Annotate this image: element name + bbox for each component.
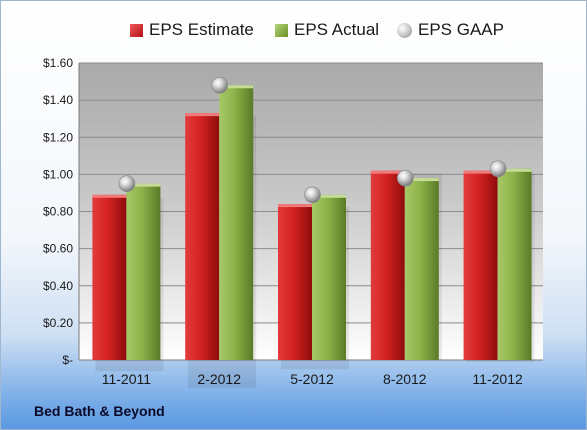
brand-label: Bed Bath & Beyond — [34, 403, 165, 419]
legend-label-actual: EPS Actual — [294, 20, 380, 39]
y-tick-label: $1.40 — [43, 93, 73, 107]
y-tick-label: $0.40 — [43, 279, 73, 293]
axes: $- $0.20 $0.40 $0.60 $0.80 $1.00 $1.20 $1.40 $1.… — [43, 56, 543, 387]
bar-estimate-top — [463, 170, 498, 174]
bar-estimate-top — [92, 194, 127, 198]
bar-actual — [219, 85, 254, 361]
legend: EPS Estimate EPS Actual EPS GAAP — [1, 17, 586, 43]
gaap-point — [211, 76, 228, 94]
y-tick-label: $0.60 — [43, 242, 73, 256]
bar-actual — [404, 178, 439, 360]
gaap-points — [118, 76, 507, 204]
gray-sphere-icon — [397, 22, 412, 38]
bar-estimate — [278, 204, 312, 360]
legend-label-gaap: EPS GAAP — [418, 20, 504, 39]
gaap-point — [489, 160, 507, 178]
x-tick-label: 8-2012 — [383, 371, 427, 387]
y-tick-label: $1.00 — [43, 167, 73, 181]
legend-label-estimate: EPS Estimate — [149, 20, 254, 39]
legend-item-gaap: EPS GAAP — [397, 17, 504, 43]
bar-actual-top — [126, 183, 161, 187]
y-tick-label: $1.60 — [43, 56, 73, 70]
bar-actual-top — [312, 194, 346, 198]
bar-actual — [497, 168, 532, 360]
bar-estimate-top — [370, 170, 405, 174]
bar-actual-top — [404, 178, 439, 182]
bar-estimate-top — [278, 204, 312, 208]
x-tick-label: 5-2012 — [290, 371, 334, 387]
gaap-point — [118, 175, 136, 192]
bar-actual-top — [219, 85, 254, 89]
x-tick-label: 11-2011 — [102, 371, 152, 387]
bar-estimate-top — [185, 113, 220, 117]
legend-item-estimate: EPS Estimate — [130, 17, 254, 43]
y-tick-label: $- — [62, 353, 73, 367]
x-tick-label: 2-2012 — [197, 371, 241, 387]
bar-actual — [312, 194, 346, 360]
bar-estimate — [92, 194, 127, 360]
bar-actual-top — [497, 168, 532, 172]
gaap-point — [396, 169, 414, 187]
bars — [92, 85, 535, 388]
bar-estimate — [463, 170, 498, 360]
bar-estimate — [185, 113, 220, 361]
y-tick-label: $0.20 — [43, 316, 73, 330]
green-square-icon — [275, 23, 288, 37]
bar-estimate — [370, 170, 405, 360]
y-tick-label: $0.80 — [43, 205, 73, 219]
gaap-point — [304, 186, 321, 204]
red-square-icon — [130, 23, 143, 37]
x-tick-label: 11-2012 — [472, 371, 523, 387]
y-tick-label: $1.20 — [43, 130, 73, 144]
legend-item-actual: EPS Actual — [275, 17, 379, 43]
bar-actual — [126, 183, 161, 360]
